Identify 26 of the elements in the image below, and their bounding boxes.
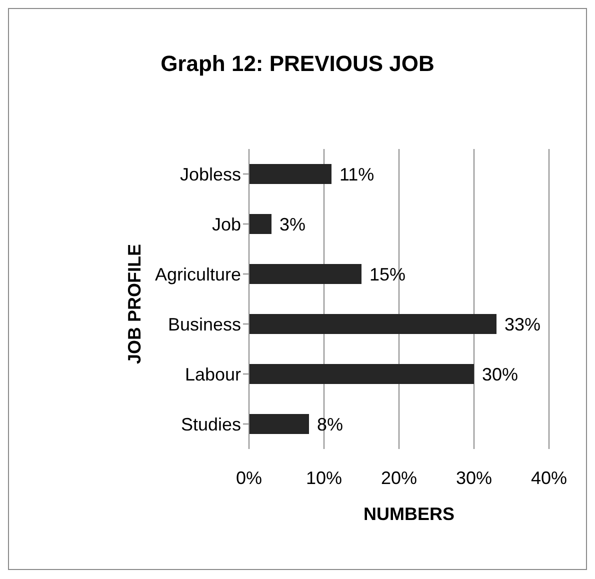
data-label: 11%: [340, 164, 374, 184]
y-tick-label: Business: [168, 314, 241, 334]
bar: [249, 414, 309, 434]
x-tick-label: 40%: [530, 468, 568, 488]
y-tick-label: Jobless: [180, 164, 241, 184]
bar: [249, 364, 474, 384]
x-axis-title: NUMBERS: [362, 504, 456, 525]
bar: [249, 264, 362, 284]
chart-title: Graph 12: PREVIOUS JOB: [160, 51, 436, 77]
x-tick-label: 10%: [306, 468, 342, 488]
y-tick-label: Studies: [180, 414, 241, 434]
x-tick-label: 0%: [236, 468, 262, 488]
data-label: 30%: [482, 364, 518, 384]
bar: [249, 314, 496, 334]
y-tick-label: Agriculture: [154, 264, 241, 284]
data-label: 33%: [504, 314, 541, 334]
x-tick-label: 30%: [456, 468, 492, 488]
bar: [249, 214, 272, 234]
data-label: 3%: [280, 214, 306, 234]
bar: [249, 164, 332, 184]
data-label: 8%: [317, 414, 344, 434]
data-label: 15%: [370, 264, 406, 284]
y-tick-label: Job: [212, 214, 241, 234]
x-tick-label: 20%: [380, 468, 418, 488]
y-tick-label: Labour: [184, 364, 241, 384]
y-axis-title: JOB PROFILE: [124, 244, 146, 364]
